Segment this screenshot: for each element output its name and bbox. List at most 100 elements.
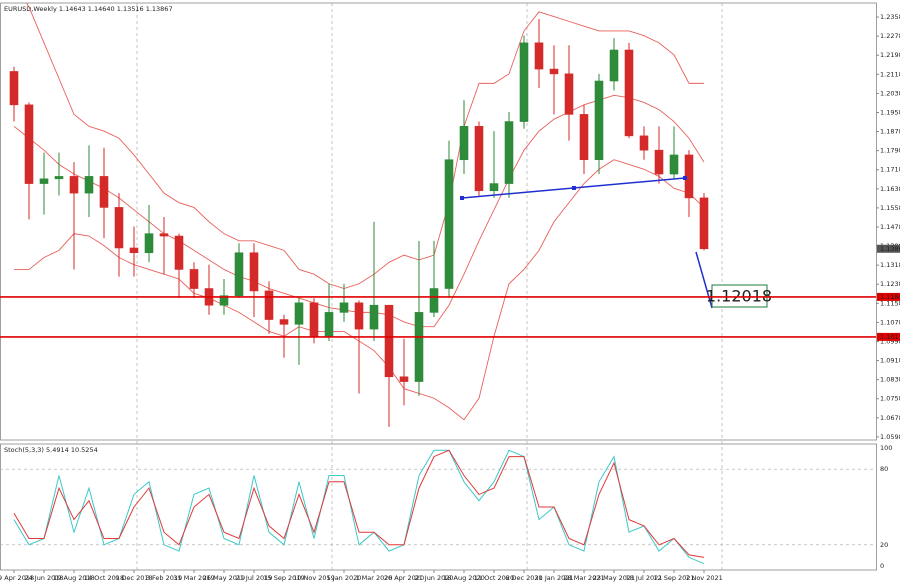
x-tick-label: 29 Apr 2018	[0, 574, 34, 582]
y-tick-label: 1.21180	[880, 70, 900, 78]
candle-body	[24, 104, 34, 184]
indicator-tick-label: 20	[880, 541, 888, 549]
candle-body	[429, 288, 439, 313]
candle-body	[519, 42, 529, 122]
y-tick-label: 1.12380	[880, 280, 900, 288]
y-tick-label: 1.06780	[880, 414, 900, 422]
level-tag-bg	[877, 332, 900, 341]
x-tick-label: 9 Dec 2018	[115, 574, 152, 582]
indicator-tick-label: 100	[880, 444, 892, 452]
dashed-separators	[136, 3, 723, 570]
stoch-line	[13, 449, 705, 565]
candle-body	[444, 159, 454, 289]
x-tick-label: 15 Sep 2019	[263, 574, 304, 582]
candle-body	[699, 197, 709, 250]
x-tick-label: 11 Oct 2020	[474, 574, 514, 582]
x-tick-label: 5 Jan 2020	[327, 574, 362, 582]
candle-body	[69, 176, 79, 194]
x-tick-label: 12 Sep 2021	[653, 574, 694, 582]
band-upper	[25, 3, 704, 290]
x-tick-label: 24 Jun 2018	[24, 574, 63, 582]
main-frame	[0, 2, 877, 441]
price-tag-bg	[877, 244, 900, 253]
y-tick-label: 1.21980	[880, 51, 900, 59]
candle-body	[624, 49, 634, 137]
y-tick-label: 1.11580	[880, 299, 900, 307]
candle-body	[609, 49, 619, 82]
x-tick-label: 6 Dec 2020	[505, 574, 542, 582]
x-tick-label: 18 Jul 2021	[626, 574, 663, 582]
y-tick-label: 1.15580	[880, 204, 900, 212]
candle-body	[489, 183, 499, 192]
x-tick-label: 21 Jul 2019	[236, 574, 273, 582]
level-tag: 1.10172	[880, 333, 900, 341]
candle-body	[354, 302, 364, 330]
candle-body	[414, 312, 424, 382]
y-tick-label: 1.09980	[880, 337, 900, 345]
x-tick-label: 26 May 2019	[203, 574, 245, 582]
y-tick-label: 1.07580	[880, 395, 900, 403]
indicator-panel	[0, 449, 876, 565]
x-tick-label: 3 Feb 2019	[146, 574, 182, 582]
candle-body	[189, 269, 199, 289]
candle-body	[174, 235, 184, 270]
annotation: 1.12018	[706, 287, 772, 306]
x-tick-label: 28 Mar 2021	[563, 574, 604, 582]
y-tick-label: 1.17980	[880, 147, 900, 155]
candle-body	[369, 304, 379, 330]
price-panel	[9, 3, 709, 427]
chart-title: EURUSD,Weekly 1.14643 1.14640 1.13516 1.…	[4, 5, 173, 13]
y-tick-label: 1.16380	[880, 185, 900, 193]
y-tick-label: 1.05980	[880, 433, 900, 441]
x-tick-label: 1 Mar 2020	[355, 574, 392, 582]
y-tick-label: 1.17180	[880, 166, 900, 174]
candle-body	[504, 121, 514, 184]
candle-body	[144, 233, 154, 254]
trendlines	[460, 176, 713, 309]
candle-body	[639, 135, 649, 151]
candle-body	[564, 73, 574, 115]
stoch-line	[13, 449, 705, 558]
x-tick-label: 21 Jun 2020	[414, 574, 453, 582]
candle-body	[534, 42, 544, 70]
candle-body	[249, 252, 259, 292]
x-tick-label: 31 Jan 2021	[535, 574, 574, 582]
y-tick-label: 1.18780	[880, 128, 900, 136]
candle-body	[549, 68, 559, 75]
indicator-title: Stoch(5,3,3) 5.4914 10.5254	[4, 446, 98, 454]
x-tick-label: 16 Aug 2020	[443, 574, 485, 582]
candle-body	[399, 376, 409, 382]
candle-body	[324, 312, 334, 337]
y-tick-label: 1.10780	[880, 318, 900, 326]
candle-body	[594, 80, 604, 161]
candle-body	[219, 295, 229, 306]
candle-body	[99, 176, 109, 208]
level-tag-bg	[877, 292, 900, 301]
y-tick-label: 1.23580	[880, 13, 900, 21]
y-tick-label: 1.08380	[880, 376, 900, 384]
candle-body	[339, 302, 349, 313]
y-tick-label: 1.22780	[880, 32, 900, 40]
candle-body	[474, 126, 484, 192]
x-tick-label: 26 Apr 2020	[384, 574, 424, 582]
annotation-box	[711, 284, 768, 308]
candle-body	[129, 247, 139, 254]
candle-body	[84, 176, 94, 194]
x-tick-label: 23 May 2021	[593, 574, 635, 582]
x-tick-label: 14 Oct 2018	[84, 574, 124, 582]
y-tick-label: 1.13180	[880, 261, 900, 269]
indicator-tick-label: 0	[880, 562, 884, 570]
price-tag: 1.13867	[880, 245, 900, 253]
x-tick-label: 19 Aug 2018	[53, 574, 95, 582]
candle-body	[54, 176, 64, 180]
candle-body	[234, 252, 244, 296]
y-tick-label: 1.20380	[880, 89, 900, 97]
candle-body	[39, 178, 49, 184]
candle-body	[384, 304, 394, 378]
candle-body	[294, 302, 304, 325]
candle-body	[159, 233, 169, 237]
candle-body	[279, 319, 289, 325]
candle-body	[114, 207, 124, 249]
y-tick-label: 1.19580	[880, 108, 900, 116]
